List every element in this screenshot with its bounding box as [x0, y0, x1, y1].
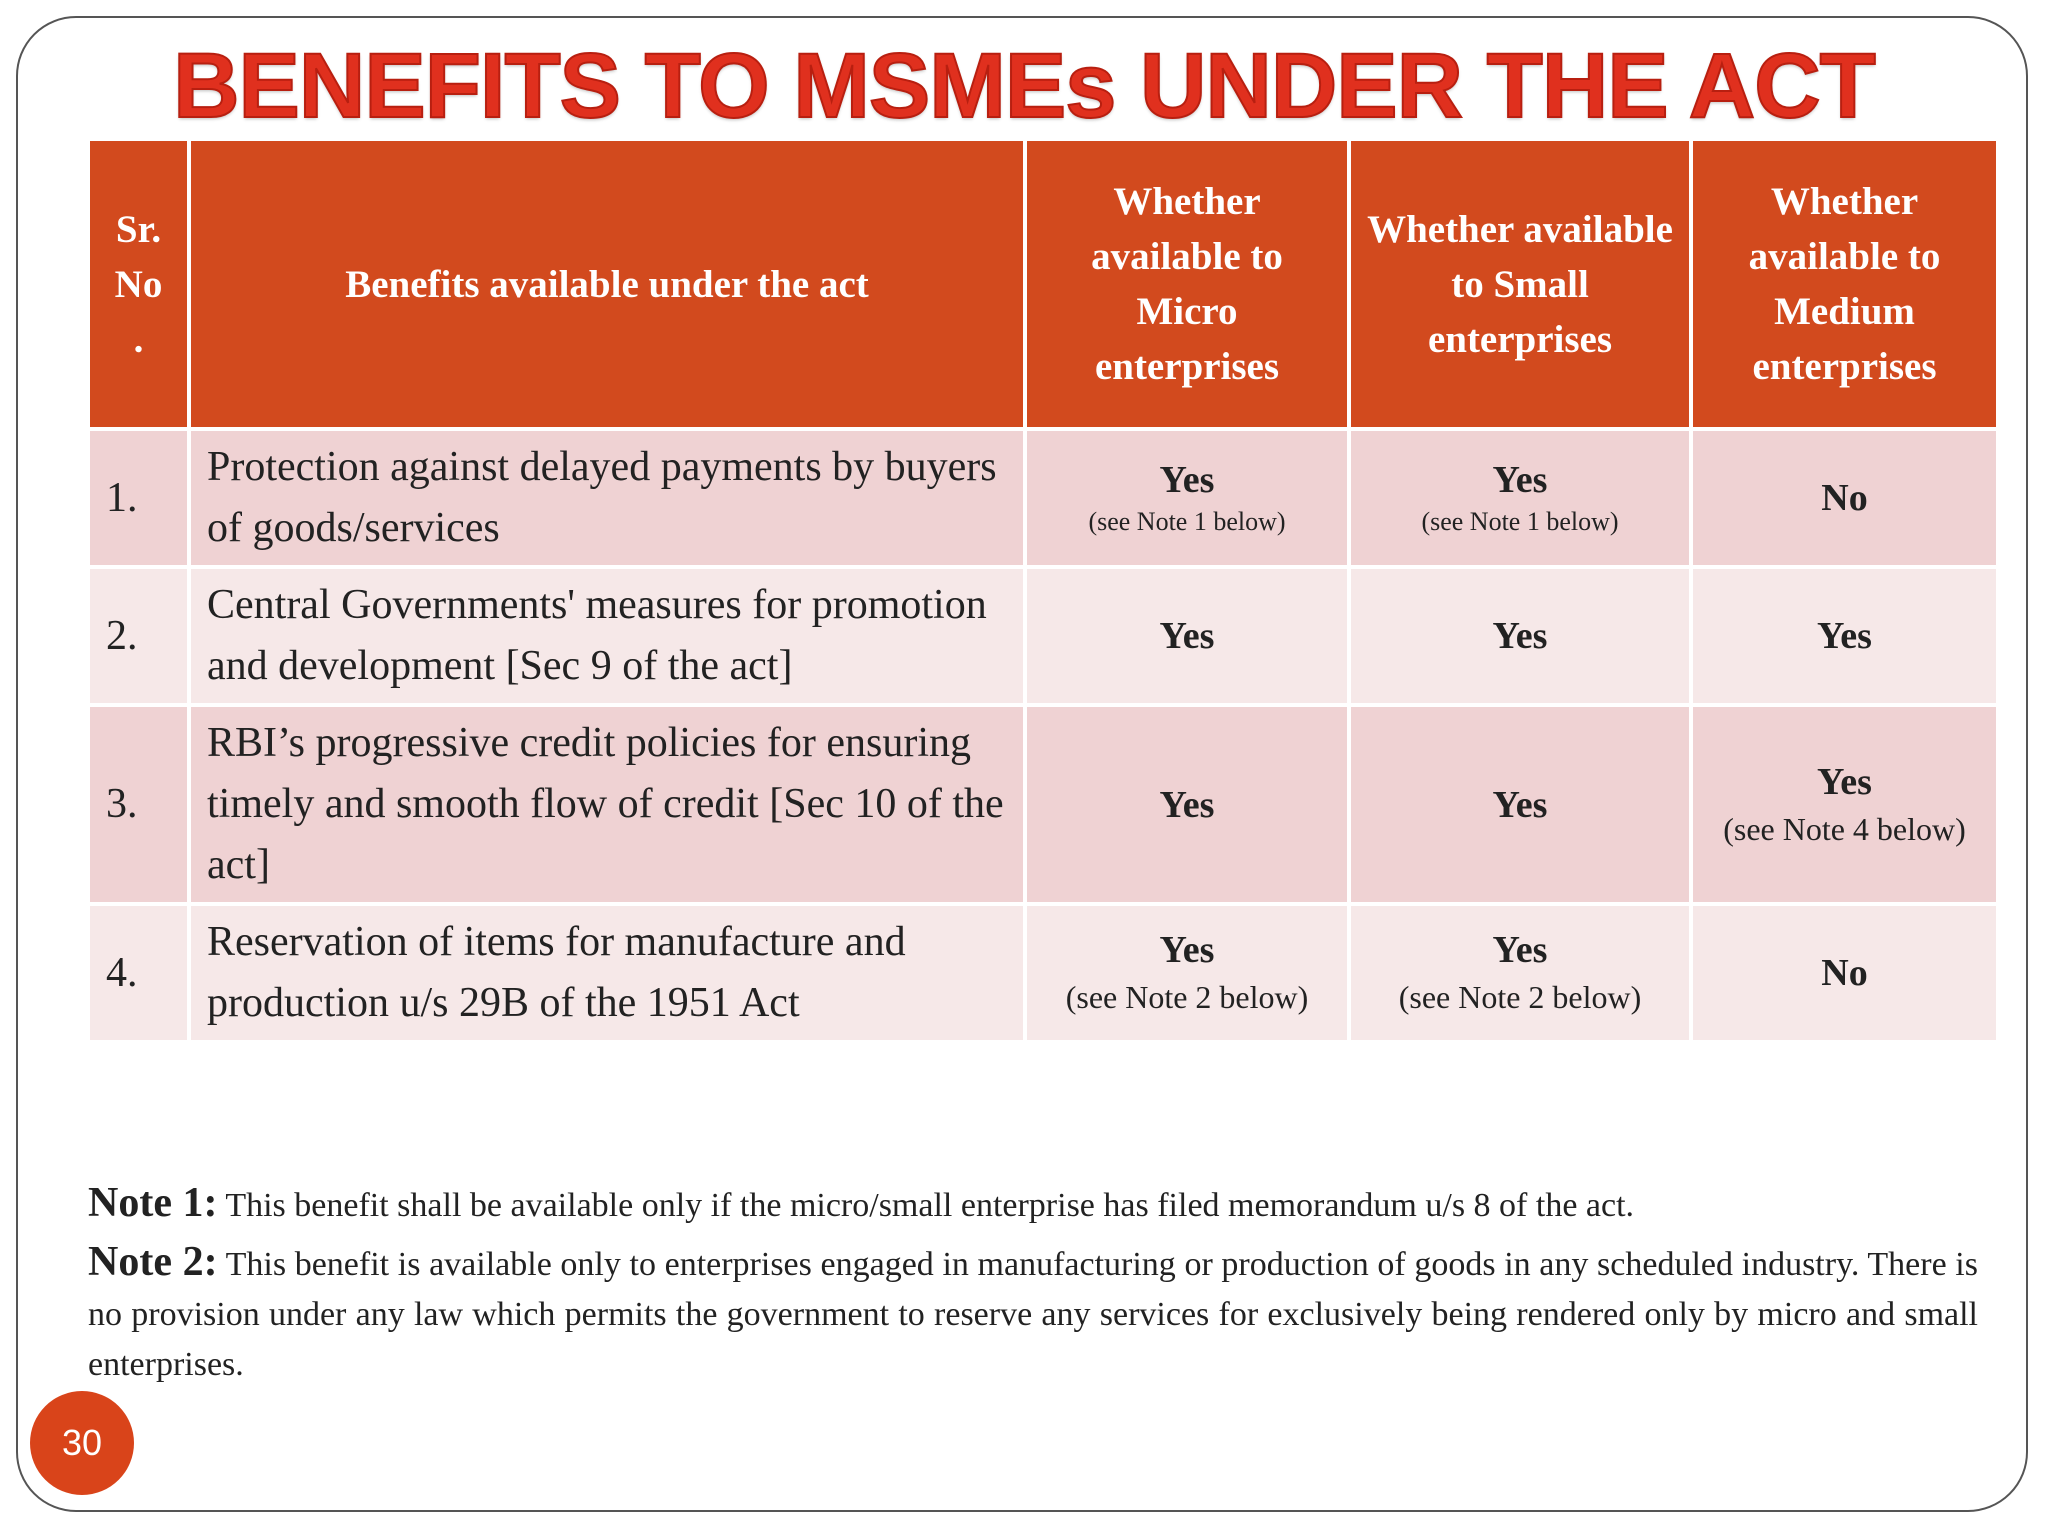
- availability-note: (see Note 1 below): [1421, 507, 1619, 536]
- availability-cell: Yes: [1347, 565, 1693, 707]
- notes: Note 1: This benefit shall be available …: [88, 1172, 1978, 1390]
- availability-note: (see Note 2 below): [1398, 979, 1642, 1015]
- availability-cell: Yes (see Note 1 below): [1023, 427, 1351, 569]
- table-row: 3. RBI’s progressive credit policies for …: [86, 703, 2000, 906]
- slide-frame: [16, 16, 2028, 1512]
- note-text: This benefit is available only to enterp…: [88, 1246, 1978, 1383]
- availability-value: Yes: [1817, 760, 1872, 803]
- table-row: 4. Reservation of items for manufacture a…: [86, 902, 2000, 1044]
- availability-value: No: [1821, 952, 1868, 994]
- availability-cell: Yes (see Note 2 below): [1023, 902, 1351, 1044]
- serial-number: 2.: [86, 565, 191, 707]
- benefits-table: Sr. No . Benefits available under the act…: [86, 137, 2000, 1044]
- availability-value: Yes: [1492, 783, 1548, 826]
- table-body: 1. Protection against delayed payments by…: [86, 427, 2000, 1044]
- serial-number: 4.: [86, 902, 191, 1044]
- availability-cell: Yes: [1689, 565, 2000, 707]
- header-cell: Benefits available under the act: [187, 137, 1027, 431]
- availability-note: (see Note 4 below): [1723, 810, 1966, 847]
- note-label: Note 1:: [88, 1180, 218, 1226]
- note-text: This benefit shall be available only if …: [225, 1187, 1635, 1224]
- availability-cell: No: [1689, 902, 2000, 1044]
- table-row: 2. Central Governments' measures for prom…: [86, 565, 2000, 707]
- page-number: 30: [30, 1391, 134, 1495]
- availability-value: Yes: [1159, 929, 1215, 971]
- availability-value: Yes: [1159, 615, 1215, 657]
- header-row: Sr. No . Benefits available under the act…: [86, 137, 2000, 431]
- header-cell: Sr. No .: [86, 137, 191, 431]
- note: Note 2: This benefit is available only t…: [88, 1237, 1978, 1390]
- benefit-text: Reservation of items for manufacture and…: [187, 902, 1027, 1044]
- availability-cell: Yes (see Note 4 below): [1689, 703, 2000, 906]
- note: Note 1: This benefit shall be available …: [88, 1178, 1978, 1231]
- availability-value: Yes: [1159, 459, 1215, 501]
- availability-cell: Yes (see Note 2 below): [1347, 902, 1693, 1044]
- benefit-text: Central Governments' measures for promot…: [187, 565, 1027, 707]
- availability-value: Yes: [1492, 929, 1548, 971]
- note-label: Note 2:: [88, 1239, 218, 1285]
- availability-value: Yes: [1492, 615, 1548, 657]
- availability-value: No: [1821, 477, 1868, 519]
- header-cell: Whether available to Small enterprises: [1347, 137, 1693, 431]
- availability-note: (see Note 1 below): [1088, 507, 1286, 536]
- benefit-text: RBI’s progressive credit policies for en…: [187, 703, 1027, 906]
- header-cell: Whether available to Micro enterprises: [1023, 137, 1351, 431]
- availability-value: Yes: [1817, 615, 1872, 657]
- availability-cell: Yes (see Note 1 below): [1347, 427, 1693, 569]
- header-cell: Whether available to Medium enterprises: [1689, 137, 2000, 431]
- availability-note: (see Note 2 below): [1065, 979, 1309, 1015]
- availability-cell: Yes: [1023, 703, 1351, 906]
- availability-value: Yes: [1492, 459, 1548, 501]
- availability-cell: No: [1689, 427, 2000, 569]
- serial-number: 1.: [86, 427, 191, 569]
- slide-title: BENEFITS TO MSMEs UNDER THE ACT: [172, 34, 1877, 138]
- availability-cell: Yes: [1347, 703, 1693, 906]
- table-row: 1. Protection against delayed payments by…: [86, 427, 2000, 569]
- availability-value: Yes: [1159, 783, 1215, 826]
- benefit-text: Protection against delayed payments by b…: [187, 427, 1027, 569]
- availability-cell: Yes: [1023, 565, 1351, 707]
- serial-number: 3.: [86, 703, 191, 906]
